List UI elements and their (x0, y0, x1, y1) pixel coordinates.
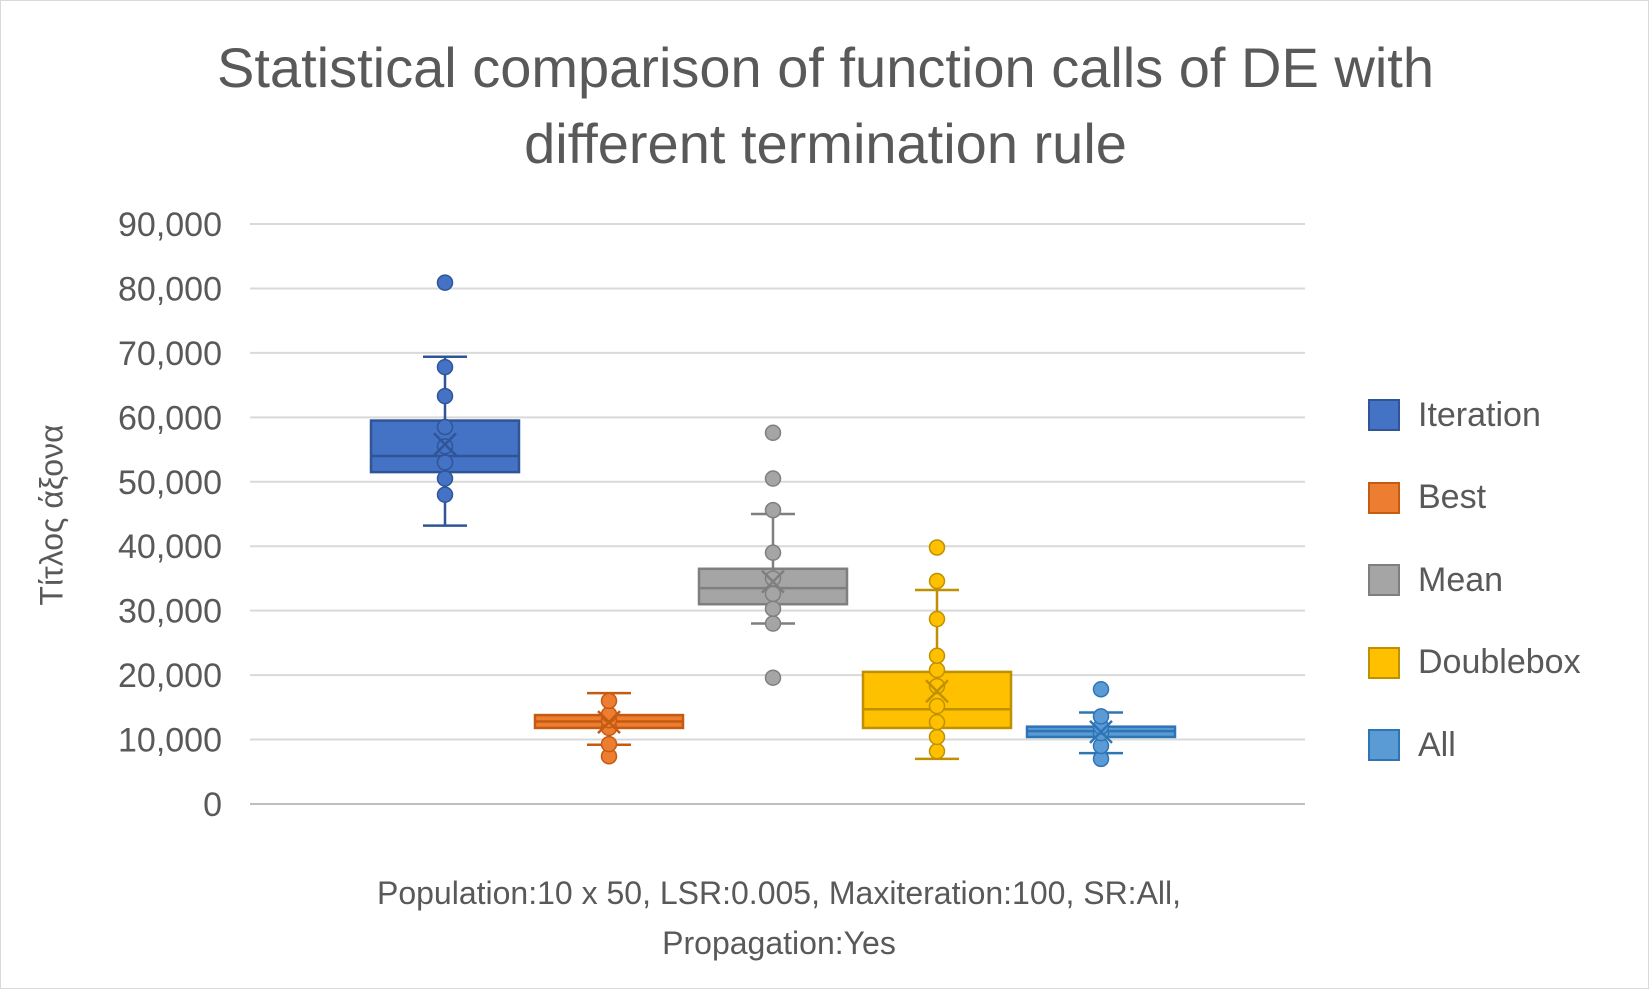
data-point (764, 424, 782, 442)
y-tick-label: 50,000 (118, 464, 222, 502)
legend-label: All (1418, 725, 1456, 764)
y-tick-label: 90,000 (118, 206, 222, 244)
data-point (928, 697, 946, 715)
data-point (436, 470, 454, 487)
x-axis-label-line-1: Population:10 x 50, LSR:0.005, Maxiterat… (376, 875, 1182, 911)
x-axis-label-line-2: Propagation:Yes (662, 925, 896, 961)
y-tick-label: 80,000 (118, 270, 222, 308)
data-point (764, 570, 782, 587)
data-point (764, 615, 782, 632)
y-axis-label: Τίτλος άξονα (33, 424, 70, 606)
data-point (600, 735, 618, 753)
data-point (436, 438, 454, 455)
legend-label: Mean (1418, 560, 1504, 599)
y-tick-label: 20,000 (118, 657, 222, 695)
legend-swatch (1368, 399, 1400, 431)
y-tick-label: 0 (203, 786, 222, 824)
mean-marker (597, 710, 621, 735)
data-point (764, 544, 782, 561)
data-point (600, 706, 618, 723)
data-point (1092, 681, 1110, 698)
data-point (928, 647, 946, 665)
data-point (928, 713, 946, 731)
chart-title-line-1: Statistical comparison of function calls… (217, 36, 1434, 99)
chart-title: Statistical comparison of function calls… (0, 30, 1651, 182)
mean-marker (433, 432, 457, 457)
mean-marker (1089, 719, 1113, 744)
data-point (436, 454, 454, 471)
data-point (764, 600, 782, 617)
y-tick-label: 70,000 (118, 335, 222, 373)
data-point (436, 418, 454, 436)
legend-swatch (1368, 729, 1400, 761)
legend-label: Iteration (1418, 395, 1541, 434)
data-point (928, 742, 946, 760)
data-point (764, 470, 782, 487)
data-point (928, 572, 946, 590)
x-axis-label: Population:10 x 50, LSR:0.005, Maxiterat… (0, 868, 1558, 968)
legend-label: Best (1418, 478, 1487, 516)
legend-label: Doublebox (1418, 643, 1581, 681)
data-point (436, 274, 454, 291)
y-tick-label: 60,000 (118, 399, 222, 437)
data-point (436, 387, 454, 405)
legend-item: Mean (1368, 560, 1503, 600)
data-point (600, 692, 618, 710)
data-point (436, 486, 454, 503)
data-point (928, 539, 946, 556)
mean-marker (925, 679, 949, 704)
data-point (436, 358, 454, 376)
legend-item: Iteration (1368, 395, 1541, 435)
chart-title-line-2: different termination rule (524, 112, 1127, 175)
legend-swatch (1368, 481, 1400, 514)
data-point (764, 501, 782, 519)
data-point (928, 661, 946, 679)
data-point (928, 728, 946, 746)
y-tick-label: 30,000 (118, 593, 222, 631)
data-point (928, 677, 946, 695)
data-point (928, 610, 946, 628)
data-point (1092, 708, 1110, 725)
legend-swatch (1368, 564, 1400, 596)
mean-marker (761, 569, 785, 594)
data-point (764, 669, 782, 686)
legend-swatch (1368, 646, 1400, 679)
y-tick-label: 40,000 (118, 528, 222, 566)
legend-item: Doublebox (1368, 643, 1581, 683)
legend-item: Best (1368, 478, 1486, 518)
y-tick-label: 10,000 (118, 722, 222, 760)
legend-item: All (1368, 725, 1456, 765)
